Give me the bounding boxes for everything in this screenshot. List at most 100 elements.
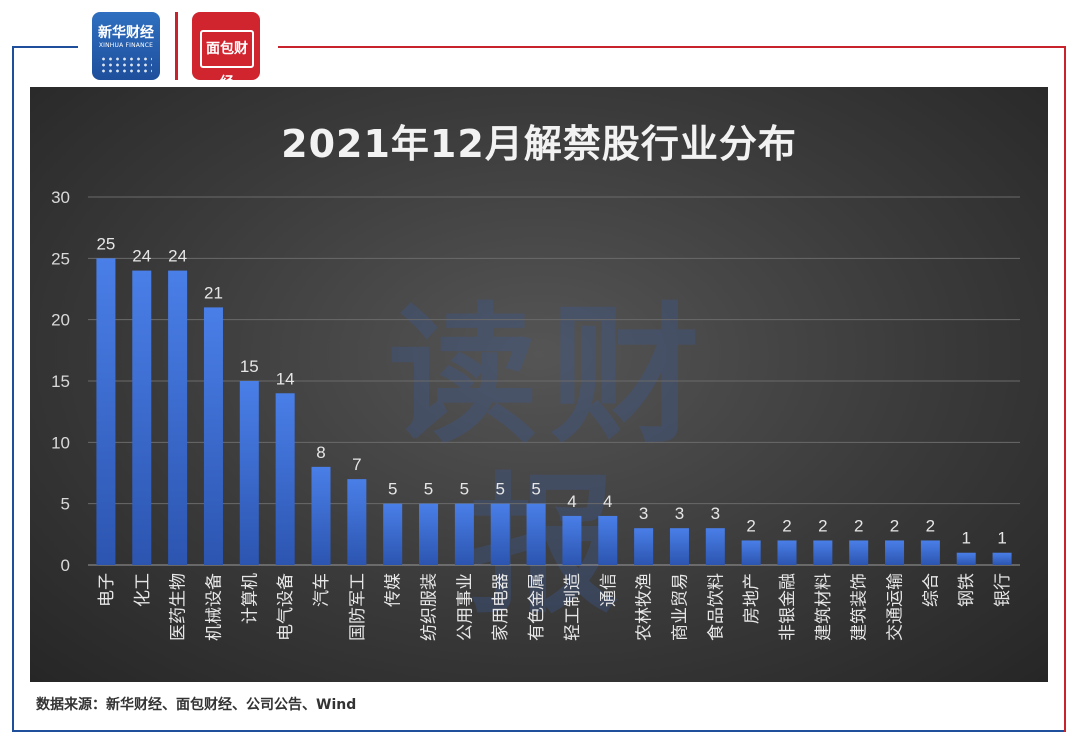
frame-right-red-line bbox=[1064, 46, 1066, 732]
frame-top-red-line bbox=[278, 46, 1066, 48]
bar bbox=[885, 540, 905, 565]
x-tick-label: 电气设备 bbox=[276, 573, 296, 641]
y-tick-label: 0 bbox=[61, 556, 70, 575]
data-label: 2 bbox=[854, 516, 863, 535]
y-tick-label: 5 bbox=[61, 495, 70, 514]
bar bbox=[669, 528, 689, 565]
xinhua-logo-subtext: XINHUA FINANCE bbox=[98, 42, 154, 49]
data-label: 4 bbox=[567, 492, 576, 511]
bar bbox=[741, 540, 761, 565]
x-tick-label: 综合 bbox=[921, 573, 941, 607]
x-tick-label: 通信 bbox=[599, 573, 619, 607]
bar bbox=[96, 258, 116, 565]
x-tick-label: 家用电器 bbox=[491, 573, 511, 641]
x-tick-label: 电子 bbox=[97, 573, 117, 607]
data-label: 8 bbox=[316, 443, 325, 462]
x-tick-label: 非银金融 bbox=[778, 573, 798, 641]
bar bbox=[311, 466, 331, 565]
data-label: 3 bbox=[639, 504, 648, 523]
x-tick-label: 国防军工 bbox=[348, 573, 368, 641]
x-tick-label: 汽车 bbox=[312, 573, 332, 607]
bar bbox=[634, 528, 654, 565]
data-label: 2 bbox=[890, 516, 899, 535]
x-tick-label: 轻工制造 bbox=[563, 573, 583, 641]
data-label: 14 bbox=[276, 369, 295, 388]
bar bbox=[490, 503, 510, 565]
frame-top-blue-line bbox=[12, 46, 78, 48]
data-label: 2 bbox=[782, 516, 791, 535]
bar bbox=[562, 515, 582, 565]
data-label: 24 bbox=[132, 247, 151, 266]
x-tick-label: 房地产 bbox=[742, 573, 762, 624]
data-label: 5 bbox=[531, 480, 540, 499]
bar bbox=[992, 552, 1012, 565]
data-label: 4 bbox=[603, 492, 612, 511]
bar bbox=[705, 528, 725, 565]
bar bbox=[347, 479, 367, 565]
x-tick-label: 计算机 bbox=[240, 573, 260, 624]
data-label: 24 bbox=[168, 247, 187, 266]
chart-title: 2021年12月解禁股行业分布 bbox=[281, 122, 797, 166]
bar bbox=[168, 270, 188, 565]
frame-bottom-blue-line bbox=[12, 730, 1066, 732]
data-label: 1 bbox=[961, 529, 970, 548]
bar bbox=[598, 515, 618, 565]
y-tick-label: 15 bbox=[51, 372, 70, 391]
y-tick-label: 20 bbox=[51, 311, 70, 330]
logo-separator bbox=[175, 12, 178, 80]
bar bbox=[813, 540, 833, 565]
data-label: 1 bbox=[997, 529, 1006, 548]
x-tick-label: 建筑材料 bbox=[814, 573, 834, 641]
data-label: 25 bbox=[96, 234, 115, 253]
bar bbox=[849, 540, 869, 565]
y-tick-label: 25 bbox=[51, 249, 70, 268]
bar bbox=[383, 503, 403, 565]
x-tick-label: 传媒 bbox=[384, 573, 404, 607]
x-tick-label: 交通运输 bbox=[886, 573, 906, 641]
data-label: 2 bbox=[926, 516, 935, 535]
bar bbox=[956, 552, 976, 565]
frame-left-blue-line bbox=[12, 46, 14, 732]
data-label: 3 bbox=[711, 504, 720, 523]
bar bbox=[920, 540, 940, 565]
data-label: 5 bbox=[424, 480, 433, 499]
x-tick-label: 有色金属 bbox=[527, 573, 547, 641]
x-tick-label: 商业贸易 bbox=[670, 573, 690, 641]
bar bbox=[132, 270, 152, 565]
y-tick-label: 30 bbox=[51, 188, 70, 207]
mianbao-finance-logo: 面包财经 bbox=[192, 12, 260, 91]
data-source-note: 数据来源：新华财经、面包财经、公司公告、Wind bbox=[36, 697, 357, 713]
data-label: 21 bbox=[204, 283, 223, 302]
data-label: 3 bbox=[675, 504, 684, 523]
x-tick-label: 纺织服装 bbox=[420, 573, 440, 641]
y-tick-label: 10 bbox=[51, 433, 70, 452]
x-tick-label: 银行 bbox=[993, 573, 1013, 607]
data-label: 7 bbox=[352, 455, 361, 474]
x-tick-label: 医药生物 bbox=[169, 573, 189, 641]
x-tick-label: 化工 bbox=[133, 573, 153, 607]
x-tick-label: 农林牧渔 bbox=[635, 573, 655, 641]
xinhua-logo-dots bbox=[100, 56, 152, 74]
bar bbox=[454, 503, 474, 565]
bar-chart: 05101520253025电子24化工24医药生物21机械设备15计算机14电… bbox=[51, 188, 1020, 641]
chart-panel: 读财报 2021年12月解禁股行业分布 0 5 10 15 20 25 30 25 电子 24 化工… bbox=[30, 87, 1048, 682]
x-tick-label: 食品饮料 bbox=[706, 573, 726, 641]
xinhua-finance-logo: 新华财经 XINHUA FINANCE bbox=[92, 12, 160, 80]
x-tick-label: 建筑装饰 bbox=[850, 573, 870, 641]
bar bbox=[526, 503, 546, 565]
x-tick-label: 机械设备 bbox=[204, 573, 224, 641]
bar bbox=[777, 540, 797, 565]
data-label: 5 bbox=[495, 480, 504, 499]
data-label: 15 bbox=[240, 357, 259, 376]
data-label: 5 bbox=[388, 480, 397, 499]
mianbao-logo-text: 面包财经 bbox=[200, 30, 254, 91]
x-tick-label: 公用事业 bbox=[455, 573, 475, 641]
bar bbox=[275, 393, 295, 565]
data-label: 5 bbox=[460, 480, 469, 499]
xinhua-logo-text: 新华财经 bbox=[98, 25, 154, 41]
x-tick-label: 钢铁 bbox=[957, 573, 977, 607]
data-label: 2 bbox=[818, 516, 827, 535]
bar bbox=[419, 503, 439, 565]
bar bbox=[203, 307, 223, 565]
bar bbox=[239, 381, 259, 565]
